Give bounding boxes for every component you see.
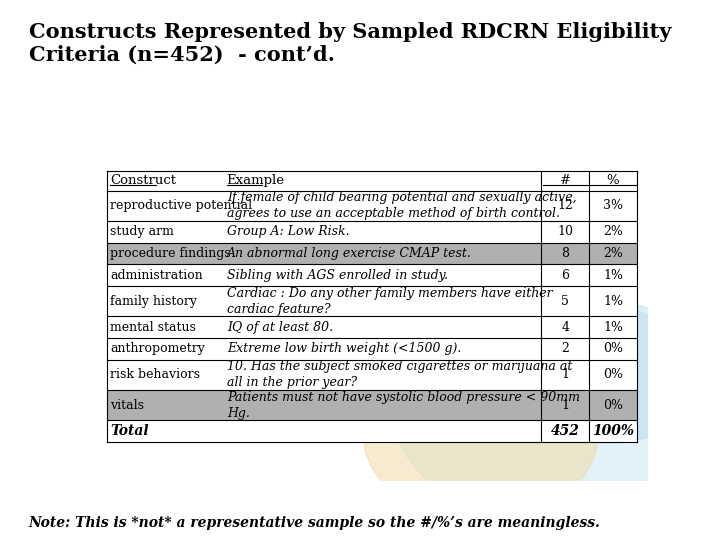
Text: vitals: vitals bbox=[110, 399, 144, 411]
Circle shape bbox=[514, 302, 704, 443]
Text: 10: 10 bbox=[557, 226, 573, 239]
Text: #: # bbox=[559, 174, 571, 187]
Text: family history: family history bbox=[110, 295, 197, 308]
Text: reproductive potential: reproductive potential bbox=[110, 199, 252, 212]
Bar bbox=[107, 286, 637, 316]
Bar bbox=[107, 265, 637, 286]
Text: Sibling with AGS enrolled in study.: Sibling with AGS enrolled in study. bbox=[227, 269, 448, 282]
Text: Note: This is *not* a representative sample so the #/%’s are meaningless.: Note: This is *not* a representative sam… bbox=[29, 516, 600, 530]
Bar bbox=[107, 243, 637, 265]
Text: IQ of at least 80.: IQ of at least 80. bbox=[227, 321, 333, 334]
Text: 1%: 1% bbox=[603, 295, 623, 308]
Text: procedure findings: procedure findings bbox=[110, 247, 231, 260]
Text: 8: 8 bbox=[562, 247, 570, 260]
Bar bbox=[107, 316, 637, 338]
Bar bbox=[107, 338, 637, 360]
Text: Group A: Low Risk.: Group A: Low Risk. bbox=[227, 226, 349, 239]
Text: If female of child bearing potential and sexually active,
agrees to use an accep: If female of child bearing potential and… bbox=[227, 192, 576, 220]
Bar bbox=[107, 221, 637, 243]
Text: administration: administration bbox=[110, 269, 203, 282]
Text: 0%: 0% bbox=[603, 399, 623, 411]
Text: mental status: mental status bbox=[110, 321, 196, 334]
Text: 0%: 0% bbox=[603, 368, 623, 381]
Text: 100%: 100% bbox=[592, 424, 634, 438]
Text: risk behaviors: risk behaviors bbox=[110, 368, 200, 381]
Text: 10. Has the subject smoked cigarettes or marijuana at
all in the prior year?: 10. Has the subject smoked cigarettes or… bbox=[227, 360, 572, 389]
Text: 5: 5 bbox=[562, 295, 570, 308]
Text: 4: 4 bbox=[562, 321, 570, 334]
Text: 3%: 3% bbox=[603, 199, 623, 212]
Text: 1%: 1% bbox=[603, 269, 623, 282]
Bar bbox=[107, 171, 637, 191]
Text: Construct: Construct bbox=[110, 174, 176, 187]
Text: 2: 2 bbox=[562, 342, 570, 355]
Text: 1%: 1% bbox=[603, 321, 623, 334]
Text: anthropometry: anthropometry bbox=[110, 342, 205, 355]
Text: 452: 452 bbox=[551, 424, 580, 438]
Text: Patients must not have systolic blood pressure < 90mm
Hg.: Patients must not have systolic blood pr… bbox=[227, 390, 580, 420]
Bar bbox=[107, 191, 637, 221]
Bar bbox=[107, 390, 637, 420]
Text: 1: 1 bbox=[562, 399, 570, 411]
Text: Extreme low birth weight (<1500 g).: Extreme low birth weight (<1500 g). bbox=[227, 342, 461, 355]
Text: Total: Total bbox=[110, 424, 149, 438]
Text: 0%: 0% bbox=[603, 342, 623, 355]
Text: Example: Example bbox=[227, 174, 284, 187]
Text: 1: 1 bbox=[562, 368, 570, 381]
Text: %: % bbox=[607, 174, 619, 187]
Bar bbox=[107, 420, 637, 442]
Text: 2%: 2% bbox=[603, 226, 623, 239]
Bar bbox=[107, 360, 637, 390]
Text: study arm: study arm bbox=[110, 226, 174, 239]
Text: An abnormal long exercise CMAP test.: An abnormal long exercise CMAP test. bbox=[227, 247, 472, 260]
Text: Cardiac : Do any other family members have either
cardiac feature?: Cardiac : Do any other family members ha… bbox=[227, 287, 552, 316]
Text: 6: 6 bbox=[562, 269, 570, 282]
Circle shape bbox=[392, 289, 703, 522]
Text: Constructs Represented by Sampled RDCRN Eligibility
Criteria (n=452)  - cont’d.: Constructs Represented by Sampled RDCRN … bbox=[29, 22, 671, 65]
Text: 2%: 2% bbox=[603, 247, 623, 260]
Text: 12: 12 bbox=[557, 199, 573, 212]
Circle shape bbox=[364, 348, 598, 522]
